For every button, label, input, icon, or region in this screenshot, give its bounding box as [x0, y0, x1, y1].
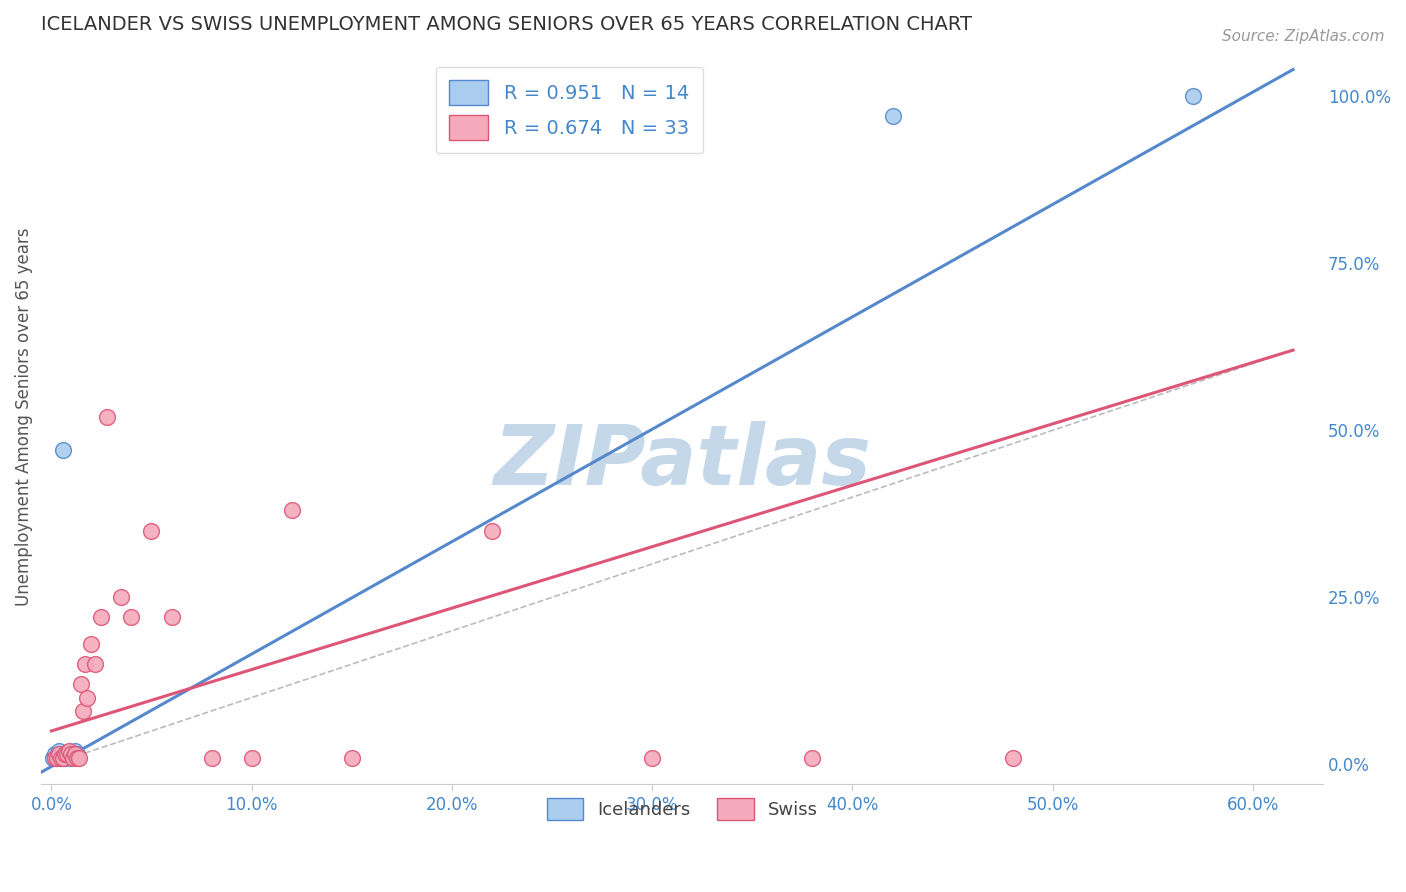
Point — [62, 750, 84, 764]
Point — [53, 747, 76, 762]
Point — [76, 690, 98, 705]
Point — [1181, 89, 1204, 103]
Point — [60, 750, 83, 764]
Point — [56, 747, 79, 762]
Point — [120, 610, 142, 624]
Point — [70, 677, 93, 691]
Text: Source: ZipAtlas.com: Source: ZipAtlas.com — [1222, 29, 1385, 44]
Text: ICELANDER VS SWISS UNEMPLOYMENT AMONG SENIORS OVER 65 YEARS CORRELATION CHART: ICELANDER VS SWISS UNEMPLOYMENT AMONG SE… — [41, 15, 973, 34]
Point — [53, 750, 76, 764]
Point — [51, 750, 73, 764]
Point — [72, 704, 94, 718]
Point — [56, 747, 79, 762]
Y-axis label: Unemployment Among Seniors over 65 years: Unemployment Among Seniors over 65 years — [15, 227, 32, 607]
Point — [96, 409, 118, 424]
Point — [52, 750, 75, 764]
Point — [51, 750, 73, 764]
Point — [46, 750, 69, 764]
Point — [48, 744, 70, 758]
Point — [240, 750, 263, 764]
Point — [44, 747, 66, 762]
Legend: Icelanders, Swiss: Icelanders, Swiss — [540, 790, 825, 827]
Point — [60, 747, 83, 762]
Point — [67, 750, 90, 764]
Point — [1001, 750, 1024, 764]
Point — [641, 750, 664, 764]
Point — [141, 524, 163, 538]
Point — [48, 747, 70, 762]
Point — [200, 750, 222, 764]
Point — [66, 750, 89, 764]
Point — [481, 524, 503, 538]
Point — [52, 443, 75, 458]
Point — [66, 747, 89, 762]
Point — [46, 750, 69, 764]
Point — [80, 637, 103, 651]
Point — [882, 109, 904, 123]
Point — [280, 503, 302, 517]
Point — [65, 744, 87, 758]
Text: ZIPatlas: ZIPatlas — [494, 420, 872, 501]
Point — [160, 610, 183, 624]
Point — [75, 657, 97, 672]
Point — [340, 750, 363, 764]
Point — [58, 744, 80, 758]
Point — [44, 750, 66, 764]
Point — [801, 750, 824, 764]
Point — [58, 747, 80, 762]
Point — [110, 591, 132, 605]
Point — [42, 750, 65, 764]
Point — [84, 657, 107, 672]
Point — [65, 747, 87, 762]
Point — [90, 610, 112, 624]
